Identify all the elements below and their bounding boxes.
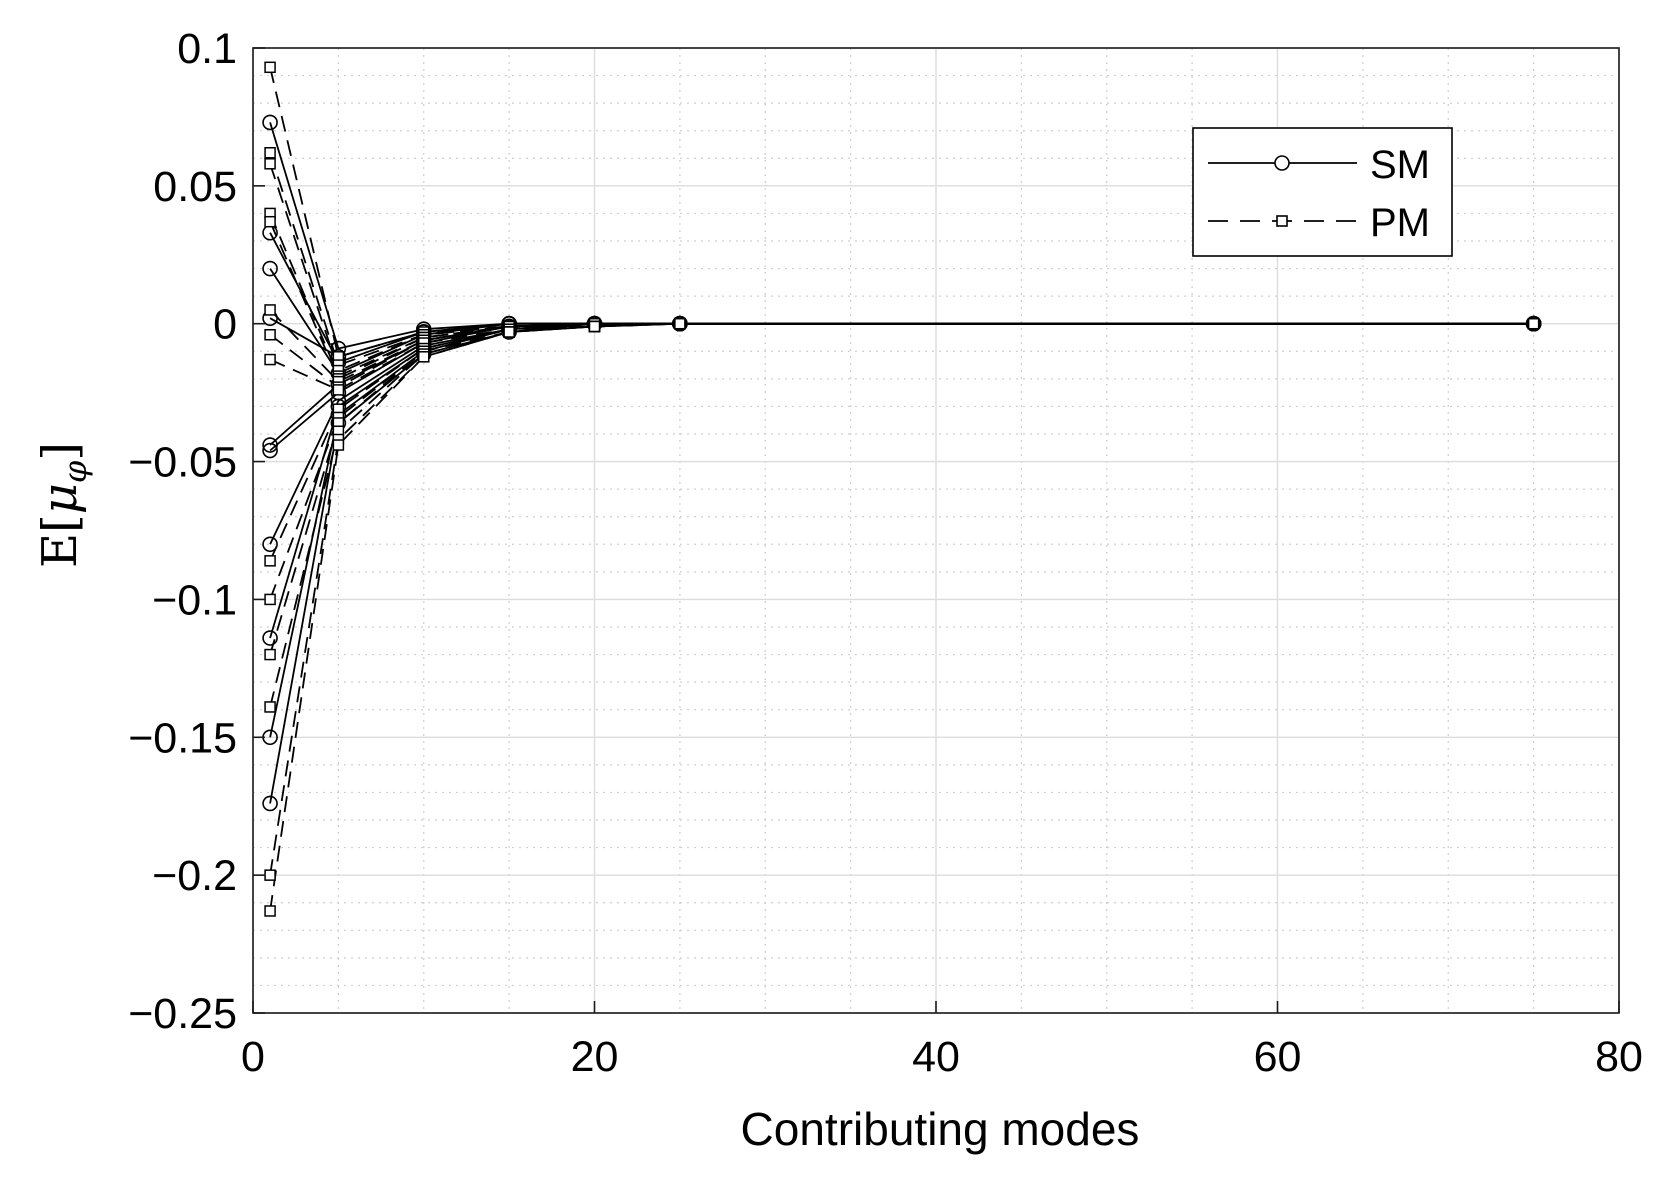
- y-tick-label: −0.05: [128, 439, 237, 487]
- y-tick-label: −0.1: [152, 576, 237, 624]
- x-axis-ticks: 0 20 40 60 80: [241, 1001, 1643, 1081]
- data-point-pm: [264, 701, 276, 713]
- data-point-sm: [262, 630, 278, 646]
- legend-pm-marker: [1276, 215, 1288, 227]
- x-tick-label: 80: [1595, 1033, 1643, 1081]
- y-axis-label-base: E[: [32, 514, 88, 568]
- x-tick-label: 40: [912, 1033, 960, 1081]
- data-point-sm: [262, 260, 278, 277]
- legend-box: [1192, 127, 1453, 257]
- data-point-sm: [1525, 315, 1542, 332]
- legend-label-sm: SM: [1370, 143, 1430, 187]
- data-point-pm: [264, 593, 276, 606]
- data-point-pm: [264, 304, 276, 316]
- y-axis-ticks: 0.1 0.05 0 −0.05 −0.1 −0.15 −0.2 −0.25: [128, 25, 265, 1038]
- data-point-pm: [264, 328, 276, 341]
- data-point-pm: [264, 869, 276, 881]
- y-axis-label-symbol: μ: [32, 483, 88, 514]
- data-point-pm: [264, 555, 276, 567]
- data-point-sm: [262, 114, 278, 131]
- x-tick-label: 0: [241, 1033, 265, 1081]
- data-point-sm: [262, 795, 278, 812]
- data-point-pm: [332, 439, 345, 451]
- y-axis-label-close: ]: [32, 442, 88, 461]
- data-point-sm: [262, 442, 278, 459]
- legend-sm-marker: [1274, 155, 1290, 171]
- data-point-pm: [674, 317, 686, 330]
- y-tick-label: 0: [213, 301, 237, 349]
- data-point-pm: [264, 147, 276, 159]
- data-point-pm: [264, 158, 276, 170]
- data-point-pm: [264, 61, 276, 74]
- x-tick-label: 60: [1254, 1033, 1302, 1081]
- y-tick-label: 0.05: [153, 163, 237, 211]
- data-point-pm: [418, 351, 430, 363]
- data-point-pm: [503, 326, 515, 338]
- data-point-pm: [264, 648, 276, 661]
- data-point-sm: [262, 536, 278, 553]
- data-point-pm: [264, 215, 276, 228]
- data-point-sm: [672, 315, 688, 332]
- data-point-pm: [588, 320, 601, 333]
- data-point-pm: [332, 384, 345, 396]
- data-point-pm: [264, 905, 276, 917]
- y-tick-label: 0.1: [177, 25, 237, 73]
- data-point-pm: [1527, 317, 1540, 330]
- y-axis-label-subscript: φ: [56, 460, 94, 483]
- x-tick-label: 20: [571, 1033, 619, 1081]
- y-tick-label: −0.15: [128, 714, 237, 762]
- y-tick-label: −0.25: [128, 990, 237, 1038]
- data-point-pm: [264, 353, 276, 366]
- data-point-sm: [262, 437, 278, 453]
- y-tick-label: −0.2: [152, 852, 237, 900]
- y-axis-label: E[μφ]: [32, 442, 94, 568]
- legend: SM PM: [1192, 127, 1453, 257]
- series-layer: [262, 61, 1542, 917]
- x-axis-label: Contributing modes: [741, 1103, 1140, 1155]
- legend-label-pm: PM: [1370, 201, 1430, 245]
